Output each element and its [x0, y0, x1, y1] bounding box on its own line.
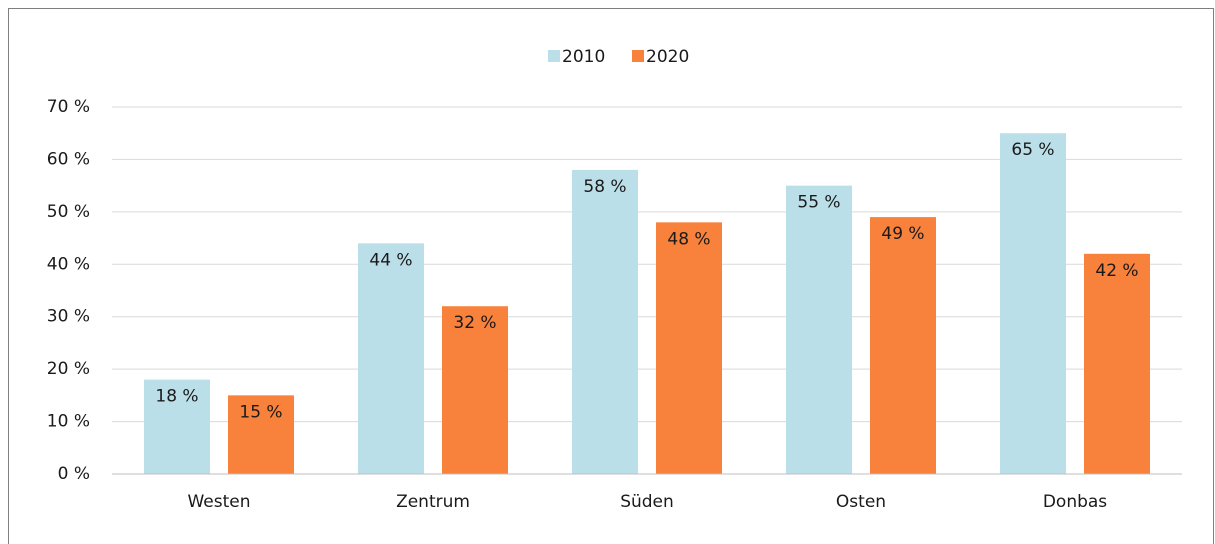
data-label: 65 %: [1011, 140, 1054, 160]
y-tick-label: 70 %: [47, 97, 90, 117]
y-tick-label: 50 %: [47, 202, 90, 222]
bar: [228, 395, 294, 474]
data-label: 48 %: [667, 229, 710, 249]
y-tick-label: 40 %: [47, 254, 90, 274]
data-label: 18 %: [155, 387, 198, 407]
data-label: 42 %: [1095, 261, 1138, 281]
legend-swatch: [632, 50, 644, 62]
x-tick-label: Osten: [836, 492, 886, 512]
data-label: 44 %: [369, 250, 412, 270]
y-tick-label: 10 %: [47, 412, 90, 432]
x-tick-label: Donbas: [1043, 492, 1107, 512]
legend-label: 2020: [646, 47, 689, 67]
bar: [786, 185, 852, 474]
bar: [1000, 133, 1066, 474]
bar: [656, 222, 722, 474]
bar: [572, 169, 638, 474]
bar: [144, 379, 210, 474]
y-tick-label: 30 %: [47, 307, 90, 327]
legend-swatch: [548, 50, 560, 62]
bar: [442, 306, 508, 474]
data-label: 15 %: [239, 402, 282, 422]
x-tick-label: Süden: [620, 492, 674, 512]
bar: [870, 217, 936, 474]
data-label: 58 %: [583, 177, 626, 197]
data-label: 32 %: [453, 313, 496, 333]
legend-label: 2010: [562, 47, 605, 67]
data-label: 55 %: [797, 193, 840, 213]
data-label: 49 %: [881, 224, 924, 244]
y-tick-label: 20 %: [47, 359, 90, 379]
bar: [358, 243, 424, 474]
bar: [1084, 253, 1150, 474]
y-tick-label: 0 %: [58, 464, 90, 484]
x-tick-label: Zentrum: [396, 492, 470, 512]
x-tick-label: Westen: [187, 492, 250, 512]
y-tick-label: 60 %: [47, 149, 90, 169]
